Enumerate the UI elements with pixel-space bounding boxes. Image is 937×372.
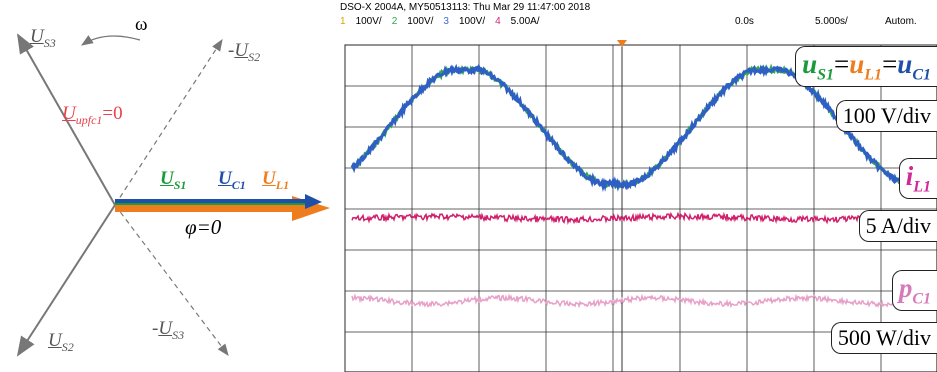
subscript: S1 bbox=[817, 66, 834, 83]
phasor-diagram bbox=[18, 35, 330, 355]
symbol: U bbox=[160, 168, 174, 189]
subscript: C1 bbox=[912, 290, 931, 307]
label-text: iL1 bbox=[906, 161, 931, 191]
trigger-mode: Autom. bbox=[885, 16, 917, 27]
phasor-label: US1 bbox=[160, 168, 186, 193]
label-text: 100 V/div bbox=[843, 103, 931, 128]
label-text: = bbox=[882, 49, 897, 79]
channel-scale: 100V/ bbox=[459, 16, 485, 27]
symbol: U bbox=[262, 168, 276, 189]
subscript: L1 bbox=[276, 178, 289, 192]
scope-header: DSO-X 2004A, MY50513113: Thu Mar 29 11:4… bbox=[340, 2, 590, 13]
channel-number: 2 bbox=[392, 16, 398, 27]
subscript: S1 bbox=[174, 178, 187, 192]
symbol: U bbox=[158, 318, 172, 339]
scope-label: pC1 bbox=[892, 270, 937, 311]
phasor-label: Uupfc1=0 bbox=[62, 103, 123, 128]
label-text: uS1 bbox=[802, 49, 834, 79]
scope-label: 100 V/div bbox=[836, 100, 937, 132]
scope-label: uS1=uL1=uC1 bbox=[795, 46, 937, 87]
label-text: uC1 bbox=[897, 49, 931, 79]
figure: ω φ=0 US3-US2Uupfc1=0US1UC1UL1US2-US3DSO… bbox=[0, 0, 937, 372]
channel-number: 1 bbox=[340, 16, 346, 27]
channel-scale: 100V/ bbox=[407, 16, 433, 27]
label-text: 500 W/div bbox=[838, 325, 931, 350]
label-text: 5 A/div bbox=[866, 213, 931, 238]
phasor-label: -US3 bbox=[152, 318, 184, 343]
channel-scale: 100V/ bbox=[356, 16, 382, 27]
scope-label: iL1 bbox=[899, 158, 937, 199]
subscript: C1 bbox=[912, 66, 931, 83]
channel-scale: 5.00A/ bbox=[511, 16, 540, 27]
subscript: S3 bbox=[44, 36, 56, 50]
symbol: U bbox=[62, 103, 76, 124]
label-text: = bbox=[834, 49, 849, 79]
scope-label: 500 W/div bbox=[831, 322, 937, 354]
scope-label: 5 A/div bbox=[859, 210, 937, 242]
phi-label: φ=0 bbox=[185, 215, 221, 240]
phasor-label: -US2 bbox=[228, 40, 260, 65]
channel-number: 4 bbox=[495, 16, 501, 27]
delay: 0.0s bbox=[735, 16, 754, 27]
omega-label: ω bbox=[135, 14, 148, 36]
symbol: U bbox=[30, 26, 44, 47]
label-text: uL1 bbox=[849, 49, 882, 79]
label-text: pC1 bbox=[899, 273, 931, 303]
subscript: L1 bbox=[913, 178, 931, 195]
timebase: 5.000s/ bbox=[815, 16, 848, 27]
suffix: =0 bbox=[102, 103, 122, 124]
symbol: U bbox=[234, 40, 248, 61]
channel-number: 3 bbox=[443, 16, 449, 27]
subscript: L1 bbox=[864, 66, 882, 83]
subscript: S2 bbox=[248, 50, 260, 64]
subscript: C1 bbox=[232, 178, 246, 192]
phasor-label: UL1 bbox=[262, 168, 289, 193]
subscript: upfc1 bbox=[76, 113, 103, 127]
symbol: U bbox=[48, 330, 62, 351]
subscript: S3 bbox=[172, 328, 184, 342]
channel-row: 1 100V/2 100V/3 100V/4 5.00A/ bbox=[340, 16, 540, 27]
symbol: U bbox=[218, 168, 232, 189]
subscript: S2 bbox=[62, 340, 74, 354]
phasor-label: US2 bbox=[48, 330, 74, 355]
phasor-label: US3 bbox=[30, 26, 56, 51]
phasor-label: UC1 bbox=[218, 168, 246, 193]
